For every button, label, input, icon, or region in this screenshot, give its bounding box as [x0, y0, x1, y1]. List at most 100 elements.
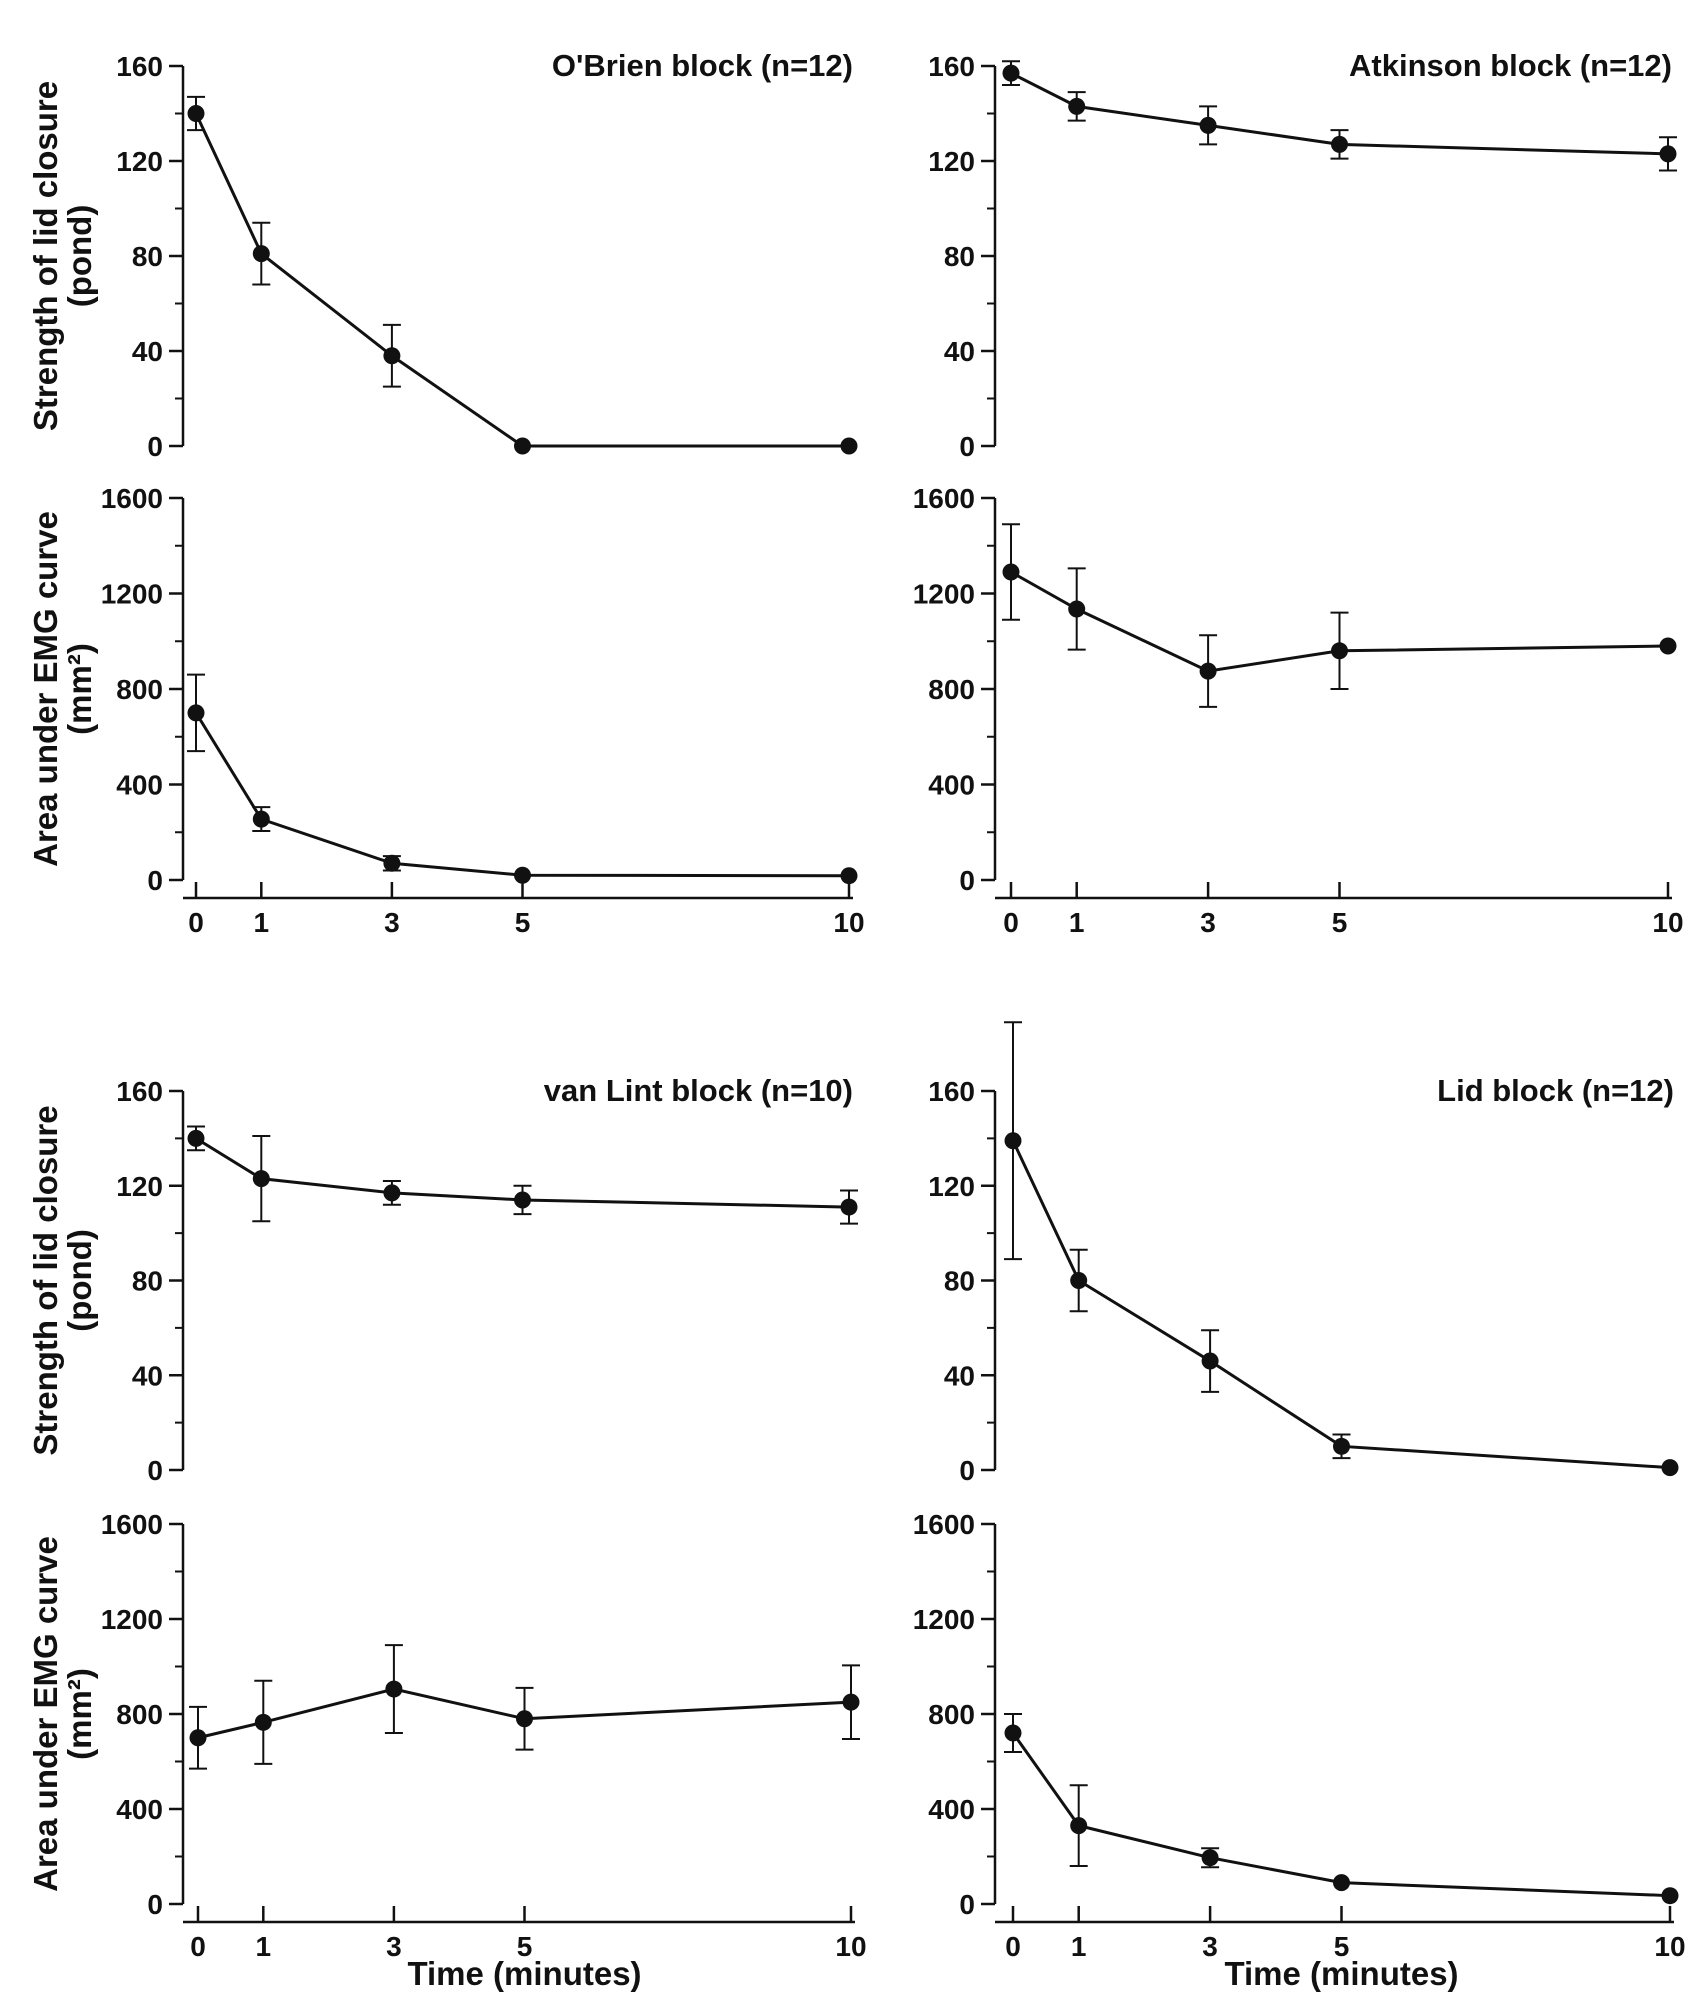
- chart8-xlabel: Time (minutes): [1224, 1955, 1458, 1992]
- chart1-point-1: [252, 245, 270, 263]
- chart3-point-0: [187, 704, 205, 722]
- chart7-point-1: [254, 1713, 272, 1731]
- chart1-title: O'Brien block (n=12): [552, 48, 853, 83]
- chart3-ylabel: Area under EMG curve: [27, 511, 64, 867]
- chart5-ytick-label-1: 40: [132, 1360, 163, 1391]
- chart3-xtick-label-3: 5: [515, 907, 531, 938]
- chart3-point-2: [383, 854, 401, 872]
- chart4-point-3: [1331, 642, 1348, 660]
- chart8-point-0: [1004, 1724, 1022, 1742]
- chart3-xtick-label-4: 10: [833, 907, 864, 938]
- chart7-point-3: [516, 1710, 533, 1728]
- chart6-ytick-label-0: 0: [959, 1455, 975, 1486]
- chart3-ylabel-unit: (mm²): [61, 643, 98, 735]
- chart3-point-1: [252, 810, 270, 828]
- chart8-point-4: [1661, 1887, 1679, 1905]
- chart1-ytick-label-1: 40: [132, 336, 163, 367]
- chart5-point-4: [840, 1198, 858, 1216]
- chart8-point-3: [1333, 1874, 1350, 1892]
- chart8-xtick-label-2: 3: [1202, 1931, 1218, 1962]
- chart7-point-2: [385, 1680, 403, 1698]
- chart7-xtick-label-3: 5: [517, 1931, 533, 1962]
- chart6-ytick-label-4: 160: [928, 1076, 975, 1107]
- chart2-title: Atkinson block (n=12): [1349, 48, 1672, 83]
- chart1-point-2: [383, 347, 401, 365]
- chart7-ytick-label-3: 1200: [101, 1604, 163, 1635]
- chart2-ytick-label-0: 0: [959, 431, 975, 462]
- chart4-xtick-label-1: 1: [1069, 907, 1085, 938]
- chart5-ylabel: Strength of lid closure: [27, 1105, 64, 1455]
- chart3-series-line: [194, 712, 850, 878]
- chart7-point-0: [189, 1729, 207, 1747]
- chart1-ylabel: Strength of lid closure: [27, 81, 64, 431]
- chart7-ylabel: Area under EMG curve: [27, 1536, 64, 1892]
- chart6-ytick-label-2: 80: [944, 1266, 975, 1297]
- chart1-ytick-label-0: 0: [147, 431, 163, 462]
- chart5-point-3: [514, 1191, 531, 1209]
- chart8-ytick-label-1: 400: [928, 1794, 975, 1825]
- chart4-point-0: [1002, 563, 1020, 581]
- chart8-ytick-label-3: 1200: [913, 1604, 975, 1635]
- chart6-point-1: [1070, 1272, 1088, 1289]
- chart6-point-4: [1661, 1459, 1679, 1477]
- chart7-xtick-label-2: 3: [386, 1931, 402, 1962]
- chart3-ytick-label-1: 400: [116, 770, 163, 801]
- chart3-ytick-label-0: 0: [147, 865, 163, 896]
- chart4-ytick-label-2: 800: [928, 674, 975, 705]
- chart7-xtick-label-1: 1: [256, 1931, 272, 1962]
- chart2-point-0: [1002, 64, 1020, 82]
- chart5-point-0: [187, 1129, 205, 1147]
- chart3-point-4: [840, 867, 858, 885]
- chart3-xtick-label-0: 0: [188, 907, 204, 938]
- chart4-xtick-label-0: 0: [1003, 907, 1019, 938]
- chart7-ytick-label-2: 800: [116, 1699, 163, 1730]
- chart4-xtick-label-3: 5: [1332, 907, 1348, 938]
- chart6-point-0: [1004, 1132, 1022, 1150]
- chart5-ylabel-unit: (pond): [61, 1229, 98, 1332]
- chart8-point-2: [1201, 1849, 1219, 1867]
- chart1-ytick-label-4: 160: [116, 51, 163, 82]
- chart7-point-4: [842, 1693, 860, 1711]
- chart5-ytick-label-0: 0: [147, 1455, 163, 1486]
- chart7-xtick-label-4: 10: [835, 1931, 866, 1962]
- chart2-ytick-label-3: 120: [928, 146, 975, 177]
- chart8-ytick-label-4: 1600: [913, 1509, 975, 1540]
- chart2-ytick-label-4: 160: [928, 51, 975, 82]
- chart6-ytick-label-3: 120: [928, 1171, 975, 1202]
- chart8-point-1: [1070, 1817, 1088, 1835]
- chart4-ytick-label-3: 1200: [913, 579, 975, 610]
- chart5-ytick-label-2: 80: [132, 1266, 163, 1297]
- chart8-xtick-label-4: 10: [1654, 1931, 1685, 1962]
- chart8-ytick-label-2: 800: [928, 1699, 975, 1730]
- chart4-ytick-label-0: 0: [959, 865, 975, 896]
- chart8-xtick-label-1: 1: [1071, 1931, 1087, 1962]
- chart8-xtick-label-3: 5: [1334, 1931, 1350, 1962]
- chart1-ylabel-unit: (pond): [61, 205, 98, 308]
- chart5-point-1: [252, 1170, 270, 1188]
- chart4-point-4: [1659, 637, 1677, 655]
- chart8-ytick-label-0: 0: [959, 1889, 975, 1920]
- chart7-ytick-label-4: 1600: [101, 1509, 163, 1540]
- chart5-ytick-label-3: 120: [116, 1171, 163, 1202]
- chart2-point-4: [1659, 145, 1677, 163]
- chart4-ytick-label-1: 400: [928, 770, 975, 801]
- chart7-ytick-label-0: 0: [147, 1889, 163, 1920]
- chart5-point-2: [383, 1184, 401, 1202]
- chart1-ytick-label-3: 120: [116, 146, 163, 177]
- chart3-xtick-label-2: 3: [384, 907, 400, 938]
- chart7-xtick-label-0: 0: [190, 1931, 206, 1962]
- chart4-point-1: [1068, 600, 1086, 618]
- chart6-ytick-label-1: 40: [944, 1360, 975, 1391]
- chart3-ytick-label-3: 1200: [101, 579, 163, 610]
- chart7-ytick-label-1: 400: [116, 1794, 163, 1825]
- chart4-xtick-label-2: 3: [1200, 907, 1216, 938]
- chart2-ytick-label-1: 40: [944, 336, 975, 367]
- chart1-point-4: [840, 437, 858, 455]
- chart7-xlabel: Time (minutes): [407, 1955, 641, 1992]
- chart3-point-3: [514, 866, 531, 884]
- chart1-series-line: [194, 112, 849, 448]
- chart6-series-line: [1011, 1140, 1671, 1470]
- chart2-point-3: [1331, 135, 1348, 153]
- chart5-ytick-label-4: 160: [116, 1076, 163, 1107]
